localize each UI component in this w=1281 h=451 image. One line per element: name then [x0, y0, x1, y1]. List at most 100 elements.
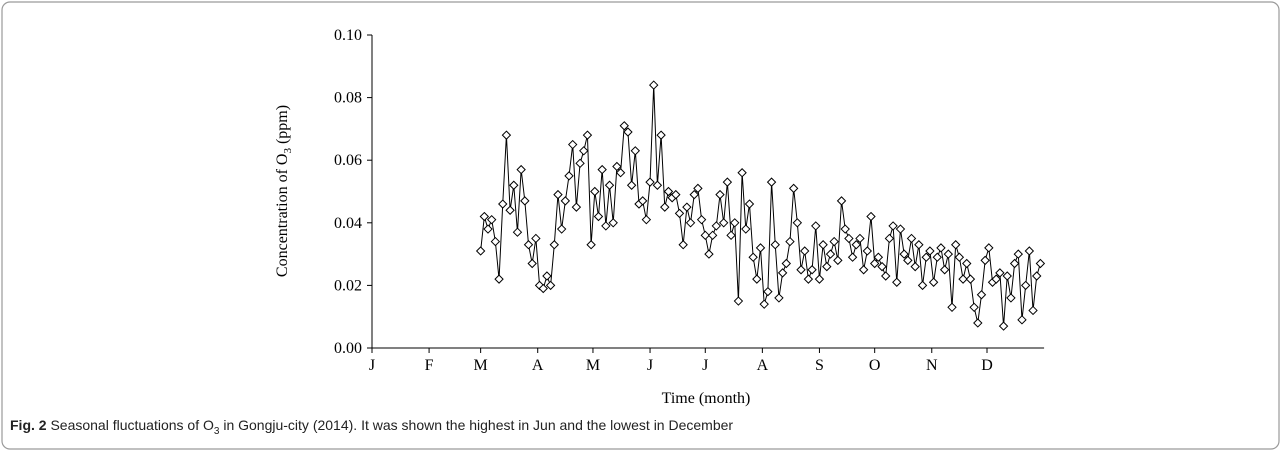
data-point: [730, 218, 740, 228]
data-point: [914, 240, 924, 250]
x-tick-label: J: [702, 357, 708, 374]
data-point: [693, 183, 703, 194]
data-point: [509, 180, 519, 190]
data-point: [939, 265, 950, 275]
data-point: [623, 127, 633, 137]
x-axis-label: Time (month): [662, 390, 751, 407]
data-point: [520, 196, 530, 206]
data-point: [888, 221, 898, 231]
data-point: [707, 230, 718, 241]
data-point: [788, 183, 799, 194]
data-point: [494, 274, 504, 284]
y-tick-label: 0.08: [334, 90, 362, 107]
data-point: [976, 290, 987, 300]
data-point: [549, 240, 559, 250]
data-point: [973, 318, 983, 328]
data-point: [560, 196, 571, 206]
data-point: [696, 214, 707, 225]
data-point: [615, 168, 626, 178]
data-point: [803, 274, 814, 284]
data-point: [498, 199, 508, 209]
data-point: [1020, 280, 1031, 291]
data-point: [483, 224, 493, 234]
data-point: [998, 321, 1009, 331]
data-point: [553, 189, 563, 200]
y-label-text: (ppm): [274, 105, 291, 148]
data-point: [523, 240, 534, 250]
data-point: [991, 274, 1001, 284]
data-point: [1024, 246, 1035, 256]
data-point: [486, 214, 497, 225]
data-point: [601, 221, 611, 231]
data-point: [512, 227, 523, 237]
data-point: [718, 218, 729, 228]
data-point: [652, 180, 663, 190]
data-point: [608, 218, 618, 228]
data-point: [881, 271, 891, 281]
y-tick-label: 0.02: [334, 277, 362, 294]
y-tick-label: 0.00: [334, 340, 362, 357]
x-tick-label: F: [425, 357, 434, 374]
data-point: [965, 274, 976, 284]
data-point: [869, 258, 880, 269]
data-point: [575, 158, 585, 169]
data-point: [1035, 258, 1046, 269]
data-point: [645, 177, 655, 187]
caption: Fig. 2 Seasonal fluctuations of O3 in Go…: [10, 417, 733, 437]
data-point: [969, 302, 979, 313]
data-point: [612, 161, 622, 172]
data-point: [917, 280, 928, 291]
data-point: [777, 268, 788, 278]
data-point: [925, 246, 935, 256]
data-point: [873, 252, 884, 262]
x-tick-label: S: [815, 357, 824, 374]
data-point: [1009, 258, 1020, 269]
data-point: [475, 246, 486, 256]
data-point: [950, 240, 961, 250]
data-point: [847, 252, 858, 262]
data-point: [910, 261, 920, 272]
data-point: [726, 230, 736, 241]
data-point: [649, 80, 659, 90]
data-point: [715, 189, 725, 200]
data-point: [711, 221, 722, 231]
data-point: [516, 164, 526, 175]
data-point: [527, 258, 537, 269]
data-point: [840, 224, 850, 234]
data-point: [995, 268, 1005, 278]
data-point: [685, 218, 696, 228]
data-point: [829, 236, 839, 247]
data-point: [844, 233, 854, 244]
data-point: [755, 243, 766, 253]
data-point: [763, 286, 773, 297]
data-point: [637, 196, 648, 206]
data-point: [800, 246, 810, 256]
x-tick-label: D: [981, 357, 993, 374]
data-point: [928, 277, 939, 287]
data-point: [774, 293, 784, 303]
y-tick-label: 0.04: [334, 215, 362, 232]
data-point: [556, 224, 567, 234]
data-point: [741, 224, 751, 234]
data-point: [545, 280, 556, 291]
data-point: [892, 277, 902, 287]
data-point: [619, 121, 629, 131]
data-point: [678, 240, 688, 250]
data-point: [943, 249, 954, 259]
data-point: [593, 211, 604, 222]
y-axis-label: Concentration of O3 (ppm): [274, 105, 294, 277]
data-point: [505, 205, 515, 215]
data-point: [862, 246, 873, 256]
data-point: [542, 271, 552, 281]
x-tick-label: J: [647, 357, 653, 374]
data-point: [958, 274, 968, 284]
data-point: [656, 130, 666, 140]
data-point: [921, 252, 931, 262]
data-point: [877, 261, 887, 272]
data-point: [766, 177, 777, 187]
data-point: [833, 255, 843, 266]
caption-sub: 3: [214, 426, 220, 437]
data-point: [936, 243, 946, 253]
